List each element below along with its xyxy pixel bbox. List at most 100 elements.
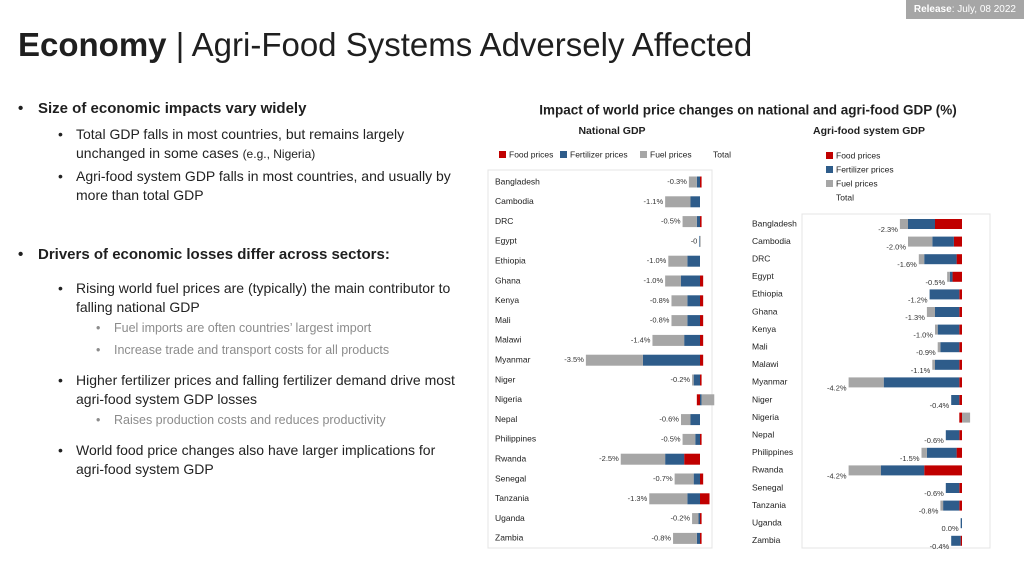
legend-swatch [826,180,833,187]
category-label: Nigeria [752,412,779,422]
title-bold: Economy [18,26,167,63]
bullet-text: Raises production costs and reduces prod… [114,413,386,427]
bar-segment [700,275,704,287]
category-label: Mali [495,315,511,325]
title-rest: | Agri-Food Systems Adversely Affected [175,26,753,63]
category-label: Malawi [495,335,522,345]
category-label: Myanmar [752,377,788,387]
bullet-text: Drivers of economic losses differ across… [38,246,390,263]
total-label: -0.9% [916,348,936,357]
bar-segment [924,254,957,265]
bullet-text: Total GDP falls in most countries, but r… [76,126,405,161]
category-label: Philippines [752,447,793,457]
bar-segment [671,315,688,327]
bar-segment [665,453,685,465]
bar-segment [680,275,700,287]
category-label: Bangladesh [752,218,797,228]
bar-segment [940,500,944,511]
total-label: -0.6% [924,436,944,445]
bar-segment [926,447,957,458]
category-label: Zambia [752,535,781,545]
total-label: 0.0% [942,524,959,533]
chart-title: Agri-food system GDP [813,125,925,137]
bar-segment [699,235,700,247]
bar-segment [700,374,702,386]
bar-segment [700,354,704,366]
bar-segment [908,236,933,247]
category-label: DRC [752,253,770,263]
bar-segment [687,295,700,307]
total-label: -1.0% [644,276,664,285]
bar-segment [668,255,688,267]
bar-segment [959,483,962,493]
bar-segment [652,334,685,346]
total-label: -1.0% [647,256,667,265]
bar-segment [680,414,691,426]
bar-segment [696,216,700,228]
bar-segment [945,430,960,441]
bar-segment [673,532,697,544]
total-label: -0.3% [667,177,687,186]
bullet-text: Rising world fuel prices are (typically)… [76,280,451,315]
bar-segment [671,295,688,307]
total-label: -3.5% [564,355,584,364]
bar-segment [881,465,925,476]
category-label: Kenya [752,324,776,334]
total-label: -2.0% [886,243,906,252]
bar-segment [899,219,908,229]
bar-segment [932,359,935,370]
bar-segment [921,447,927,458]
bar-segment [700,493,710,505]
bar-segment [935,219,962,229]
total-label: -0.4% [930,401,950,410]
category-label: DRC [495,216,513,226]
bar-segment [962,412,971,423]
total-label: -1.1% [911,366,931,375]
category-label: Egypt [495,236,517,246]
total-label: -0.6% [924,489,944,498]
bar-segment [956,254,962,265]
bar-segment [700,532,702,544]
bar-segment [848,377,884,388]
category-label: Malawi [752,359,779,369]
legend-swatch [640,151,647,158]
bar-segment [693,473,700,485]
release-label: Release [913,4,952,15]
bar-segment [960,535,962,546]
total-label: -1.3% [628,494,648,503]
bar-segment [696,532,700,544]
legend-label: Fertilizer prices [836,164,894,174]
bar-segment [960,518,962,529]
slide-title: Economy | Agri-Food Systems Adversely Af… [18,26,752,64]
category-label: Senegal [752,482,783,492]
bar-segment [956,447,962,458]
total-label: -0.2% [670,514,690,523]
legend-swatch [826,152,833,159]
legend-swatch [826,166,833,173]
bar-segment [701,394,715,406]
category-label: Mali [752,341,768,351]
bar-segment [698,513,700,525]
total-label: -0.4% [930,542,950,551]
bar-segment [908,219,935,229]
bar-segment [688,176,697,188]
bar-segment [682,433,696,445]
bar-segment [945,483,960,493]
total-label: -2.5% [599,454,619,463]
bar-segment [848,465,881,476]
bullet: • Fuel imports are often countries’ large… [96,321,456,335]
bar-segment [665,275,681,287]
bar-segment [700,176,702,188]
bullet: • World food price changes also have larg… [58,441,458,479]
bar-segment [935,359,960,370]
bar-segment [687,255,700,267]
bar-segment [700,473,704,485]
bullet-text: Fuel imports are often countries’ larges… [114,321,372,335]
legend-label: Total [713,149,731,159]
bar-segment [918,254,925,265]
total-label: -1.0% [913,331,933,340]
category-label: Ghana [752,306,778,316]
bar-segment [959,359,962,370]
category-label: Niger [752,394,772,404]
